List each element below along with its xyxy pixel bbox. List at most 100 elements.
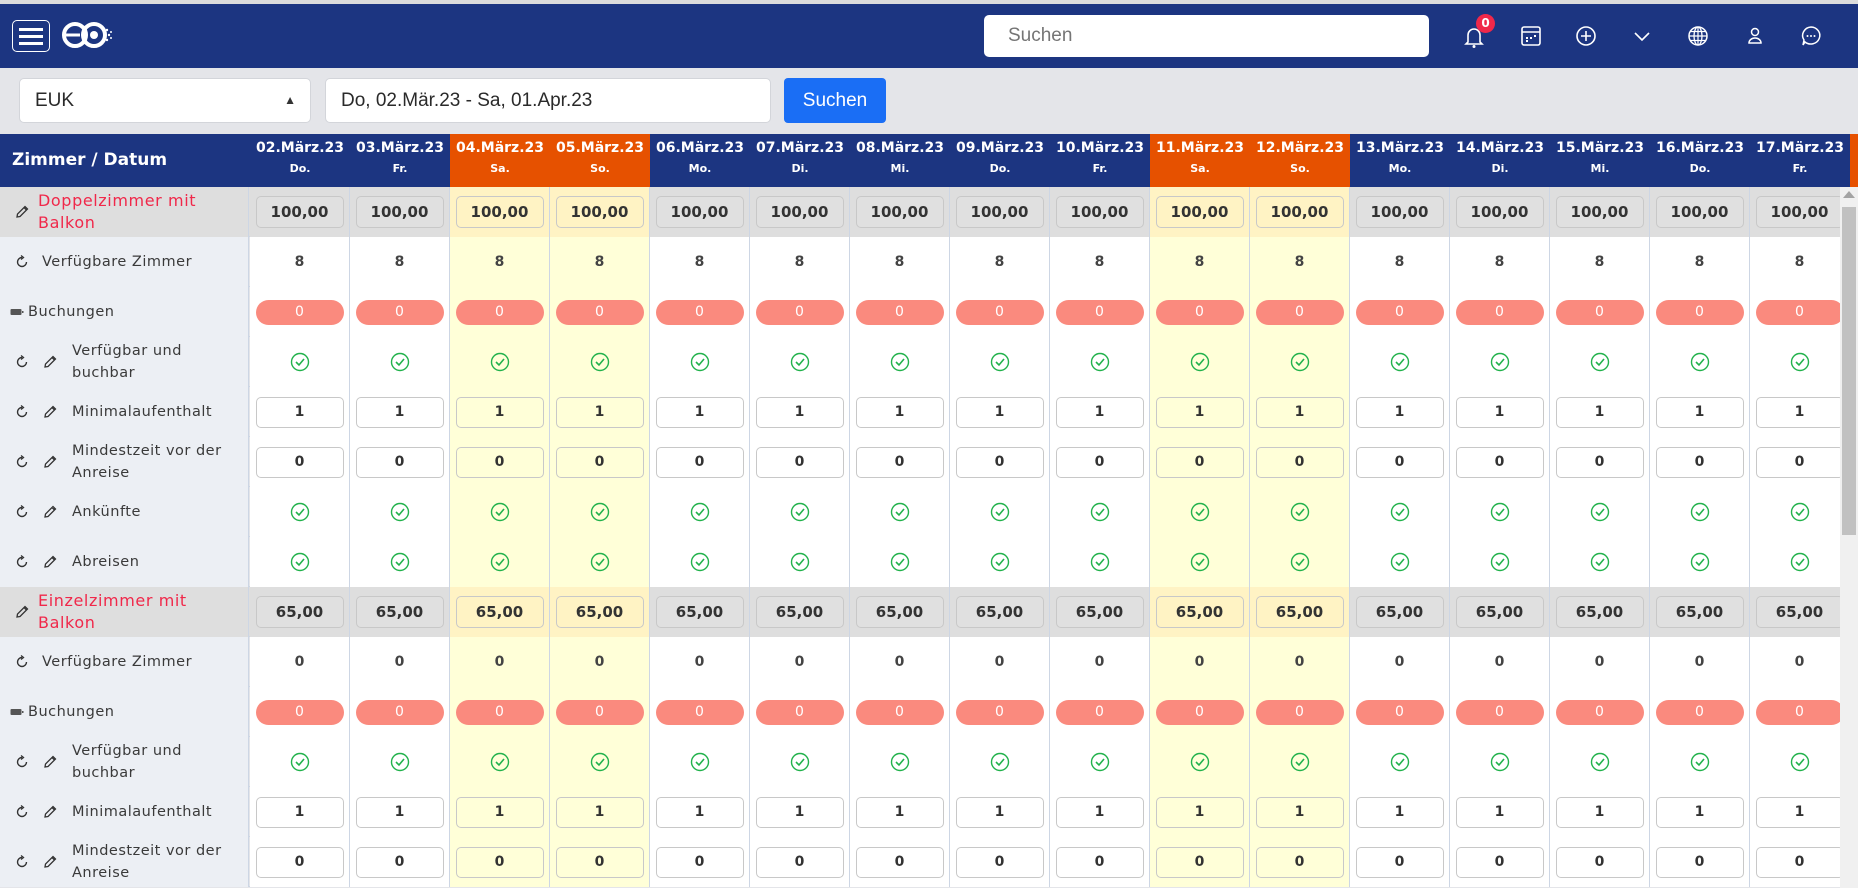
check-circle-icon[interactable] bbox=[990, 752, 1010, 772]
chevron-down-icon[interactable] bbox=[1628, 22, 1656, 50]
value-input[interactable]: 0 bbox=[1455, 846, 1544, 878]
value-input[interactable]: 1 bbox=[355, 796, 444, 828]
bookings-pill[interactable]: 0 bbox=[1655, 299, 1744, 325]
value-input[interactable]: 0 bbox=[255, 846, 344, 878]
price-input[interactable]: 100,00 bbox=[1355, 196, 1444, 228]
value-input[interactable]: 1 bbox=[1455, 396, 1544, 428]
check-circle-icon[interactable] bbox=[690, 502, 710, 522]
value-input[interactable]: 0 bbox=[955, 446, 1044, 478]
pencil-icon[interactable] bbox=[42, 404, 58, 420]
value-input[interactable]: 1 bbox=[1255, 796, 1344, 828]
bookings-pill[interactable]: 0 bbox=[655, 299, 744, 325]
value-input[interactable]: 0 bbox=[655, 846, 744, 878]
check-circle-icon[interactable] bbox=[1590, 552, 1610, 572]
value-input[interactable]: 1 bbox=[455, 396, 544, 428]
price-input[interactable]: 65,00 bbox=[855, 596, 944, 628]
check-circle-icon[interactable] bbox=[1090, 352, 1110, 372]
check-circle-icon[interactable] bbox=[790, 502, 810, 522]
check-circle-icon[interactable] bbox=[1690, 502, 1710, 522]
price-input[interactable]: 65,00 bbox=[555, 596, 644, 628]
price-input[interactable]: 100,00 bbox=[1755, 196, 1844, 228]
check-circle-icon[interactable] bbox=[590, 552, 610, 572]
bookings-pill[interactable]: 0 bbox=[655, 699, 744, 725]
value-input[interactable]: 0 bbox=[1155, 446, 1244, 478]
value-input[interactable]: 1 bbox=[1055, 796, 1144, 828]
check-circle-icon[interactable] bbox=[290, 502, 310, 522]
refresh-icon[interactable] bbox=[14, 254, 30, 270]
value-input[interactable]: 1 bbox=[955, 396, 1044, 428]
value-input[interactable]: 1 bbox=[1555, 796, 1644, 828]
check-circle-icon[interactable] bbox=[290, 352, 310, 372]
value-input[interactable]: 0 bbox=[1755, 846, 1844, 878]
value-input[interactable]: 1 bbox=[755, 796, 844, 828]
value-input[interactable]: 0 bbox=[1155, 846, 1244, 878]
value-input[interactable]: 0 bbox=[1355, 446, 1444, 478]
price-input[interactable]: 65,00 bbox=[1555, 596, 1644, 628]
check-circle-icon[interactable] bbox=[1190, 502, 1210, 522]
check-circle-icon[interactable] bbox=[1190, 752, 1210, 772]
bookings-pill[interactable]: 0 bbox=[355, 699, 444, 725]
refresh-icon[interactable] bbox=[14, 854, 30, 870]
value-input[interactable]: 0 bbox=[955, 846, 1044, 878]
check-circle-icon[interactable] bbox=[290, 552, 310, 572]
value-input[interactable]: 0 bbox=[1255, 846, 1344, 878]
check-circle-icon[interactable] bbox=[1290, 752, 1310, 772]
check-circle-icon[interactable] bbox=[990, 502, 1010, 522]
bookings-pill[interactable]: 0 bbox=[1055, 299, 1144, 325]
price-input[interactable]: 100,00 bbox=[1055, 196, 1144, 228]
pencil-icon[interactable] bbox=[42, 854, 58, 870]
value-input[interactable]: 0 bbox=[1455, 446, 1544, 478]
check-circle-icon[interactable] bbox=[890, 352, 910, 372]
value-input[interactable]: 0 bbox=[455, 446, 544, 478]
check-circle-icon[interactable] bbox=[1790, 752, 1810, 772]
room-name[interactable]: Einzelzimmer mit Balkon bbox=[38, 591, 187, 632]
price-input[interactable]: 100,00 bbox=[1455, 196, 1544, 228]
pencil-icon[interactable] bbox=[42, 504, 58, 520]
value-input[interactable]: 1 bbox=[455, 796, 544, 828]
bookings-pill[interactable]: 0 bbox=[1655, 699, 1744, 725]
check-circle-icon[interactable] bbox=[790, 552, 810, 572]
bookings-pill[interactable]: 0 bbox=[1555, 699, 1644, 725]
bookings-pill[interactable]: 0 bbox=[1555, 299, 1644, 325]
price-input[interactable]: 100,00 bbox=[1555, 196, 1644, 228]
price-input[interactable]: 100,00 bbox=[655, 196, 744, 228]
check-circle-icon[interactable] bbox=[1490, 752, 1510, 772]
scrollbar-thumb[interactable] bbox=[1842, 207, 1856, 535]
bookings-pill[interactable]: 0 bbox=[1055, 699, 1144, 725]
price-input[interactable]: 65,00 bbox=[1655, 596, 1744, 628]
value-input[interactable]: 1 bbox=[1755, 796, 1844, 828]
value-input[interactable]: 0 bbox=[1055, 446, 1144, 478]
check-circle-icon[interactable] bbox=[390, 752, 410, 772]
check-circle-icon[interactable] bbox=[1490, 552, 1510, 572]
check-circle-icon[interactable] bbox=[1190, 552, 1210, 572]
price-input[interactable]: 65,00 bbox=[455, 596, 544, 628]
value-input[interactable]: 1 bbox=[255, 796, 344, 828]
value-input[interactable]: 1 bbox=[1555, 396, 1644, 428]
value-input[interactable]: 0 bbox=[1055, 846, 1144, 878]
bookings-pill[interactable]: 0 bbox=[555, 299, 644, 325]
check-circle-icon[interactable] bbox=[1090, 502, 1110, 522]
pencil-icon[interactable] bbox=[14, 604, 30, 620]
check-circle-icon[interactable] bbox=[390, 352, 410, 372]
value-input[interactable]: 0 bbox=[1255, 446, 1344, 478]
check-circle-icon[interactable] bbox=[890, 502, 910, 522]
check-circle-icon[interactable] bbox=[790, 752, 810, 772]
price-input[interactable]: 65,00 bbox=[1055, 596, 1144, 628]
check-circle-icon[interactable] bbox=[1190, 352, 1210, 372]
check-circle-icon[interactable] bbox=[490, 502, 510, 522]
value-input[interactable]: 1 bbox=[955, 796, 1044, 828]
value-input[interactable]: 0 bbox=[855, 446, 944, 478]
price-input[interactable]: 100,00 bbox=[1255, 196, 1344, 228]
value-input[interactable]: 1 bbox=[1755, 396, 1844, 428]
refresh-icon[interactable] bbox=[14, 454, 30, 470]
price-input[interactable]: 100,00 bbox=[555, 196, 644, 228]
price-input[interactable]: 100,00 bbox=[855, 196, 944, 228]
check-circle-icon[interactable] bbox=[390, 552, 410, 572]
value-input[interactable]: 0 bbox=[1555, 846, 1644, 878]
check-circle-icon[interactable] bbox=[490, 752, 510, 772]
bookings-pill[interactable]: 0 bbox=[955, 699, 1044, 725]
pencil-icon[interactable] bbox=[42, 754, 58, 770]
value-input[interactable]: 0 bbox=[455, 846, 544, 878]
check-circle-icon[interactable] bbox=[690, 352, 710, 372]
check-circle-icon[interactable] bbox=[1790, 502, 1810, 522]
